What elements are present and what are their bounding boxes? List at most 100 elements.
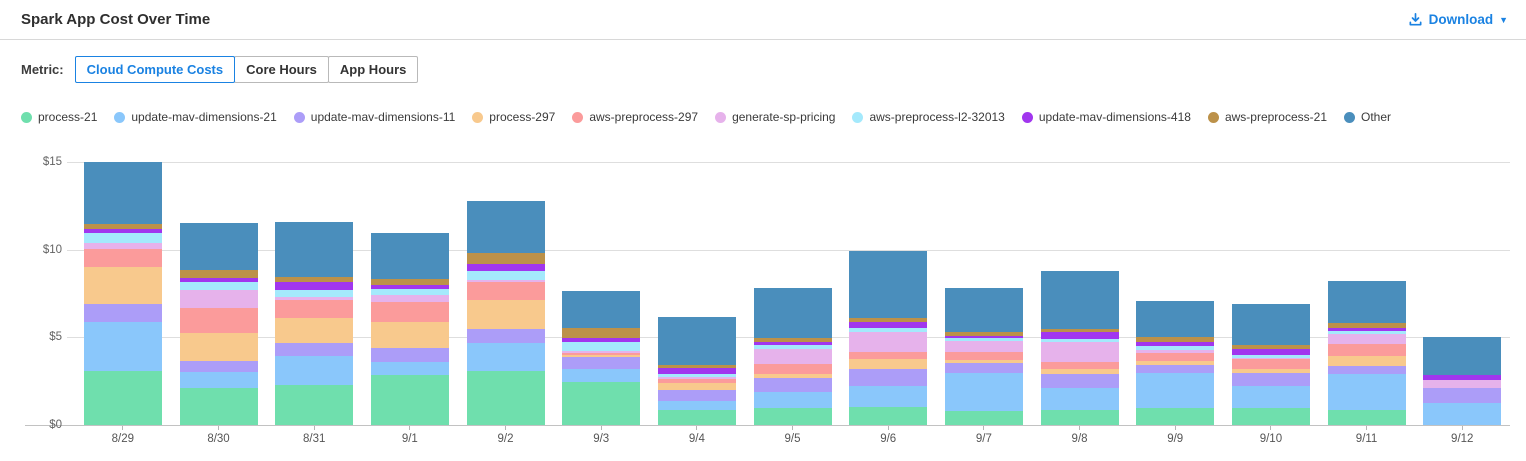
bar-segment-aws-preprocess-21[interactable] — [370, 279, 449, 285]
stacked-bar-8-30[interactable] — [179, 222, 258, 425]
stacked-bar-9-2[interactable] — [466, 201, 545, 425]
bar-segment-aws-preprocess-l2-32013[interactable] — [849, 328, 928, 332]
legend-item-process-297[interactable]: process-297 — [472, 110, 555, 124]
stacked-bar-9-1[interactable] — [370, 233, 449, 425]
bar-segment-other[interactable] — [370, 233, 449, 280]
stacked-bar-8-29[interactable] — [83, 162, 162, 425]
bar-segment-update-mav-dimensions-11[interactable] — [753, 378, 832, 392]
bar-segment-aws-preprocess-297[interactable] — [370, 301, 449, 322]
bar-segment-update-mav-dimensions-21[interactable] — [275, 355, 354, 386]
bar-segment-process-21[interactable] — [83, 370, 162, 425]
legend-item-update-mav-dimensions-21[interactable]: update-mav-dimensions-21 — [114, 110, 277, 124]
bar-segment-process-297[interactable] — [753, 374, 832, 379]
bar-segment-aws-preprocess-297[interactable] — [657, 379, 736, 384]
bar-segment-update-mav-dimensions-21[interactable] — [1136, 373, 1215, 408]
bar-segment-update-mav-dimensions-21[interactable] — [657, 401, 736, 410]
bar-segment-aws-preprocess-l2-32013[interactable] — [370, 289, 449, 295]
bar-segment-generate-sp-pricing[interactable] — [370, 294, 449, 302]
bar-segment-update-mav-dimensions-418[interactable] — [944, 335, 1023, 339]
bar-segment-process-21[interactable] — [849, 406, 928, 425]
bar-segment-aws-preprocess-l2-32013[interactable] — [1327, 330, 1406, 335]
bar-segment-other[interactable] — [753, 288, 832, 338]
bar-segment-update-mav-dimensions-11[interactable] — [1040, 374, 1119, 389]
bar-segment-update-mav-dimensions-21[interactable] — [944, 373, 1023, 411]
bar-segment-other[interactable] — [1327, 281, 1406, 324]
stacked-bar-9-5[interactable] — [753, 288, 832, 425]
bar-segment-process-297[interactable] — [657, 383, 736, 390]
bar-segment-process-297[interactable] — [1136, 360, 1215, 365]
bar-segment-update-mav-dimensions-11[interactable] — [370, 348, 449, 363]
bar-segment-process-297[interactable] — [1040, 368, 1119, 375]
bar-segment-process-21[interactable] — [1040, 409, 1119, 425]
bar-segment-process-297[interactable] — [370, 321, 449, 349]
bar-segment-update-mav-dimensions-21[interactable] — [83, 321, 162, 371]
bar-segment-aws-preprocess-21[interactable] — [1136, 336, 1215, 342]
bar-segment-aws-preprocess-21[interactable] — [753, 337, 832, 342]
bar-segment-aws-preprocess-21[interactable] — [179, 270, 258, 279]
legend-item-generate-sp-pricing[interactable]: generate-sp-pricing — [715, 110, 835, 124]
bar-segment-aws-preprocess-l2-32013[interactable] — [83, 233, 162, 243]
bar-segment-process-21[interactable] — [275, 385, 354, 425]
bar-segment-aws-preprocess-297[interactable] — [466, 281, 545, 301]
bar-segment-generate-sp-pricing[interactable] — [83, 242, 162, 249]
bar-segment-other[interactable] — [275, 222, 354, 277]
stacked-bar-9-11[interactable] — [1327, 281, 1406, 425]
bar-segment-aws-preprocess-297[interactable] — [1136, 353, 1215, 361]
bar-segment-generate-sp-pricing[interactable] — [1423, 379, 1502, 389]
bar-segment-process-297[interactable] — [1327, 355, 1406, 366]
bar-segment-aws-preprocess-21[interactable] — [562, 327, 641, 338]
bar-segment-aws-preprocess-l2-32013[interactable] — [657, 374, 736, 377]
stacked-bar-9-4[interactable] — [657, 317, 736, 425]
bar-segment-update-mav-dimensions-21[interactable] — [1040, 388, 1119, 410]
bar-segment-aws-preprocess-297[interactable] — [944, 351, 1023, 360]
bar-segment-aws-preprocess-21[interactable] — [1040, 328, 1119, 333]
bar-segment-update-mav-dimensions-21[interactable] — [753, 391, 832, 408]
stacked-bar-9-3[interactable] — [562, 291, 641, 425]
bar-segment-process-297[interactable] — [275, 318, 354, 344]
bar-segment-aws-preprocess-l2-32013[interactable] — [275, 289, 354, 297]
bar-segment-update-mav-dimensions-418[interactable] — [1136, 341, 1215, 346]
bar-segment-generate-sp-pricing[interactable] — [275, 296, 354, 300]
metric-option-cloud-compute-costs[interactable]: Cloud Compute Costs — [74, 56, 236, 83]
bar-segment-aws-preprocess-21[interactable] — [1327, 323, 1406, 328]
stacked-bar-8-31[interactable] — [275, 222, 354, 425]
bar-segment-update-mav-dimensions-21[interactable] — [370, 362, 449, 376]
bar-segment-update-mav-dimensions-11[interactable] — [944, 363, 1023, 374]
stacked-bar-9-12[interactable] — [1423, 336, 1502, 425]
bar-segment-aws-preprocess-297[interactable] — [1327, 344, 1406, 356]
bar-segment-generate-sp-pricing[interactable] — [1231, 358, 1310, 360]
bar-segment-process-297[interactable] — [83, 267, 162, 305]
bar-segment-generate-sp-pricing[interactable] — [753, 348, 832, 365]
bar-segment-process-21[interactable] — [179, 388, 258, 425]
bar-segment-process-297[interactable] — [944, 359, 1023, 364]
bar-segment-update-mav-dimensions-418[interactable] — [657, 367, 736, 375]
bar-segment-update-mav-dimensions-418[interactable] — [753, 341, 832, 345]
bar-segment-update-mav-dimensions-418[interactable] — [370, 284, 449, 290]
bar-segment-aws-preprocess-297[interactable] — [753, 364, 832, 375]
bar-segment-other[interactable] — [944, 288, 1023, 333]
bar-segment-aws-preprocess-297[interactable] — [83, 248, 162, 268]
bar-segment-aws-preprocess-21[interactable] — [944, 332, 1023, 336]
bar-segment-other[interactable] — [1231, 304, 1310, 346]
bar-segment-generate-sp-pricing[interactable] — [1040, 342, 1119, 363]
bar-segment-process-21[interactable] — [370, 375, 449, 425]
bar-segment-other[interactable] — [1040, 271, 1119, 329]
bar-segment-aws-preprocess-297[interactable] — [179, 307, 258, 333]
bar-segment-aws-preprocess-21[interactable] — [275, 276, 354, 282]
legend-item-process-21[interactable]: process-21 — [21, 110, 97, 124]
bar-segment-process-21[interactable] — [1327, 409, 1406, 425]
bar-segment-process-297[interactable] — [1231, 369, 1310, 374]
legend-item-aws-preprocess-21[interactable]: aws-preprocess-21 — [1207, 110, 1327, 124]
stacked-bar-9-7[interactable] — [944, 288, 1023, 425]
bar-segment-other[interactable] — [179, 222, 258, 271]
bar-segment-process-297[interactable] — [179, 332, 258, 361]
bar-segment-process-21[interactable] — [753, 407, 832, 425]
legend-item-other[interactable]: Other — [1344, 110, 1391, 124]
bar-segment-process-21[interactable] — [944, 410, 1023, 425]
bar-segment-generate-sp-pricing[interactable] — [562, 350, 641, 354]
bar-segment-other[interactable] — [562, 291, 641, 328]
bar-segment-update-mav-dimensions-418[interactable] — [562, 337, 641, 342]
bar-segment-aws-preprocess-l2-32013[interactable] — [1040, 339, 1119, 343]
bar-segment-aws-preprocess-21[interactable] — [466, 253, 545, 264]
bar-segment-update-mav-dimensions-11[interactable] — [275, 343, 354, 356]
